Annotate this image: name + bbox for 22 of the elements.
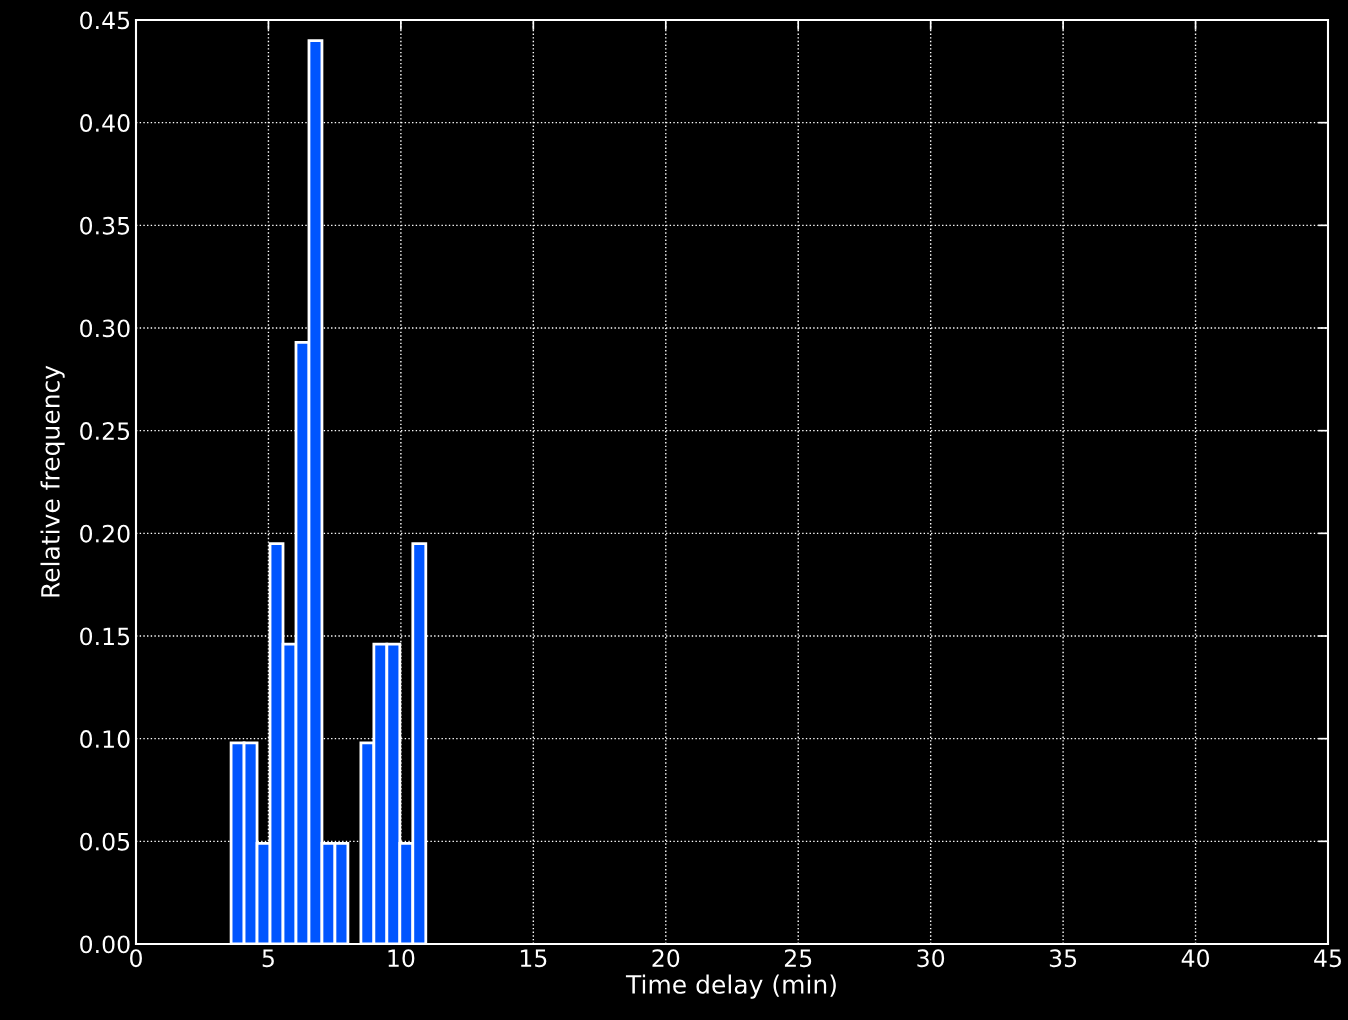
x-tick-label: 0 bbox=[130, 949, 142, 968]
x-tick-label: 45 bbox=[1314, 949, 1341, 968]
y-tick-label: 0.30 bbox=[80, 319, 130, 338]
y-tick-label: 0.45 bbox=[80, 11, 130, 30]
y-tick-label: 0.40 bbox=[80, 114, 130, 132]
y-tick-label: 0.25 bbox=[80, 422, 130, 440]
x-tick-label: 5 bbox=[262, 949, 274, 968]
x-tick-label: 25 bbox=[784, 949, 812, 968]
x-tick-label: 40 bbox=[1181, 949, 1210, 968]
x-tick-label: 30 bbox=[917, 949, 945, 968]
x-axis-title: Time delay (min) bbox=[625, 974, 836, 999]
x-tick-label: 10 bbox=[388, 949, 415, 968]
y-tick-label: 0.20 bbox=[80, 524, 130, 543]
y-tick-label: 0.15 bbox=[80, 627, 130, 646]
y-tick-label: 0.00 bbox=[80, 935, 130, 954]
x-tick-label: 15 bbox=[520, 949, 547, 968]
x-tick-label: 35 bbox=[1049, 949, 1077, 968]
y-tick-label: 0.10 bbox=[80, 730, 130, 748]
y-tick-label: 0.05 bbox=[80, 832, 130, 851]
y-tick-label: 0.35 bbox=[80, 216, 130, 235]
y-axis-title: Relative frequency bbox=[40, 365, 65, 597]
x-tick-label: 20 bbox=[652, 949, 680, 968]
